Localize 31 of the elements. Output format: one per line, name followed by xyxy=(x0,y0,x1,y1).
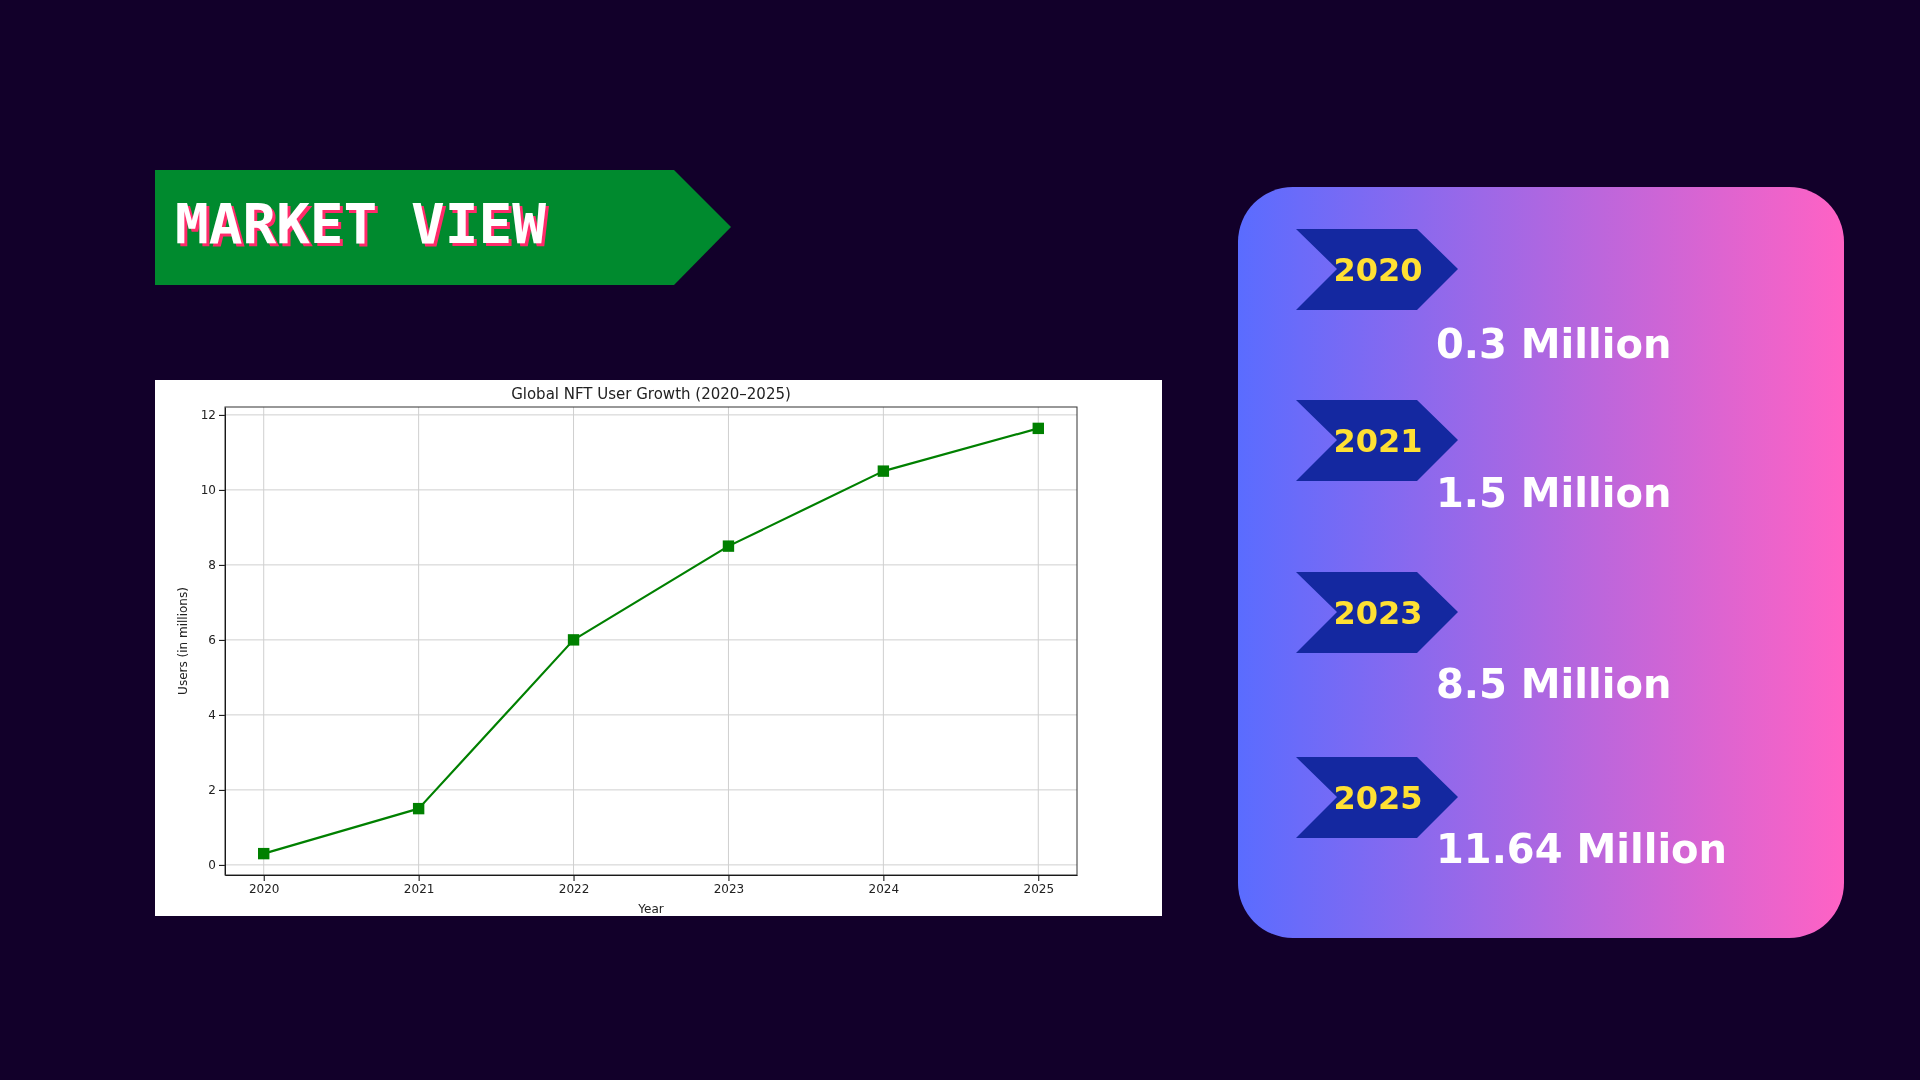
point xyxy=(412,802,425,815)
y-tick-label: 6 xyxy=(208,633,216,648)
text: 11.64 Million xyxy=(1436,826,1728,872)
text: 2020 xyxy=(1333,251,1423,289)
text: MARKET VIEW xyxy=(178,194,550,259)
y-tick-label: 8 xyxy=(208,558,216,573)
x-tick-label: 2020 xyxy=(248,881,280,896)
text: 2023 xyxy=(1333,594,1423,632)
x-tick-label: 2023 xyxy=(713,881,745,896)
text: 0.3 Million xyxy=(1436,321,1672,367)
x-tick-label: 2022 xyxy=(558,881,590,896)
point xyxy=(567,634,580,646)
x-tick-label: 2024 xyxy=(868,881,900,896)
text: 8.5 Million xyxy=(1436,661,1672,707)
y-tick-label: 10 xyxy=(200,483,216,498)
y-tick-label: 4 xyxy=(208,708,216,723)
x-tick-label: 2021 xyxy=(403,881,435,896)
text: 1.5 Million xyxy=(1436,470,1672,516)
text: 2021 xyxy=(1333,422,1423,460)
y-tick-label: 2 xyxy=(208,783,216,798)
text: 2025 xyxy=(1333,779,1423,817)
x-tick-label: 2025 xyxy=(1023,881,1055,896)
y-axis-title: Users (in millions) xyxy=(176,587,190,695)
y-tick-label: 12 xyxy=(200,408,216,423)
chart-title: Global NFT User Growth (2020–2025) xyxy=(511,385,791,403)
point xyxy=(722,540,735,552)
point xyxy=(258,847,270,860)
point xyxy=(877,465,890,477)
x-axis-title: Year xyxy=(637,902,664,916)
point xyxy=(1032,422,1044,435)
y-tick-label: 0 xyxy=(208,858,216,873)
